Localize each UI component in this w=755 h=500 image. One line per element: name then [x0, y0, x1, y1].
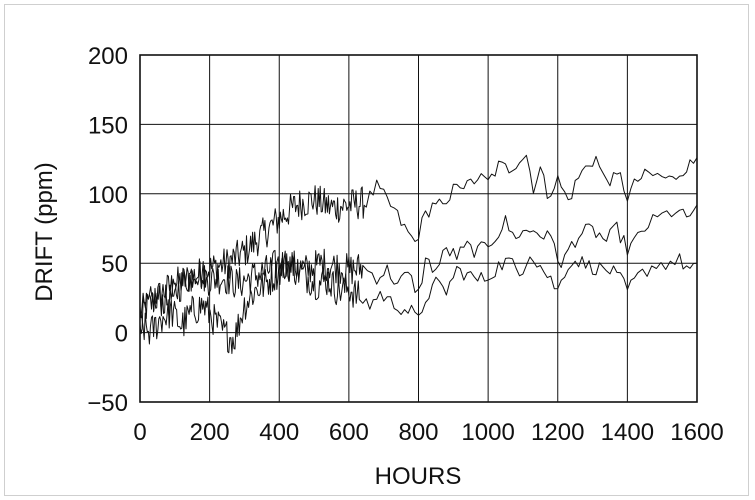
y-tick-label: −50: [87, 390, 128, 417]
x-tick-label: 1200: [531, 419, 584, 446]
chart-frame: [4, 4, 749, 496]
x-tick-label: 0: [133, 419, 146, 446]
grid-lines: [140, 55, 697, 402]
x-tick-label: 400: [259, 419, 299, 446]
x-axis-label: HOURS: [375, 463, 462, 490]
series-line-2: [139, 204, 698, 335]
series-line-3: [139, 250, 698, 354]
x-tick-label: 800: [398, 419, 438, 446]
y-axis-label: DRIFT (ppm): [31, 162, 58, 302]
y-tick-label: 50: [101, 251, 128, 278]
x-tick-label: 200: [190, 419, 230, 446]
x-tick-label: 1600: [670, 419, 723, 446]
series-layer: [139, 154, 698, 354]
x-tick-labels: 0 200 400 600 800 1000 1200 1400 1600: [133, 419, 723, 446]
y-tick-label: 150: [88, 112, 128, 139]
x-tick-label: 600: [329, 419, 369, 446]
y-tick-label: 200: [88, 43, 128, 70]
series-line-1: [139, 154, 698, 319]
x-tick-label: 1400: [601, 419, 654, 446]
y-tick-label: 100: [88, 182, 128, 209]
y-tick-labels: −50 0 50 100 150 200: [87, 43, 128, 417]
x-tick-label: 1000: [461, 419, 514, 446]
y-tick-label: 0: [115, 321, 128, 348]
plot-border: [139, 54, 698, 403]
